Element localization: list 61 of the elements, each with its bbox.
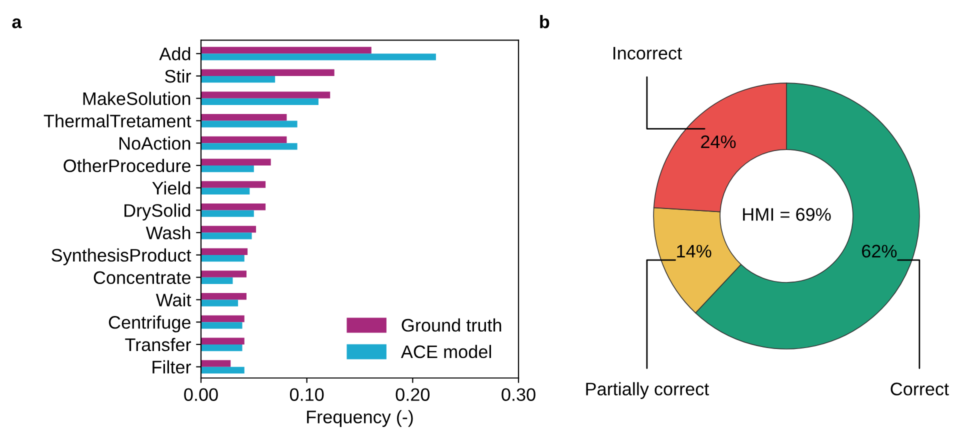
bar: [200, 54, 436, 60]
legend-label: Ground truth: [402, 318, 502, 332]
y-tick-label: Filter: [152, 360, 191, 374]
bar: [200, 143, 298, 150]
y-tick-label: Yield: [152, 181, 190, 195]
bar: [200, 300, 238, 306]
text: HMI = 69%: [743, 208, 831, 221]
data-label: 14%: [677, 244, 712, 258]
y-tick-label: DrySolid: [124, 204, 190, 220]
bar: [200, 92, 330, 98]
bar: [200, 360, 231, 367]
bar: [200, 210, 254, 217]
x-tick-label: 0.30: [502, 388, 536, 401]
x-tick-label: 0.00: [184, 388, 218, 401]
y-tick-label: Stir: [165, 69, 191, 83]
bar: [200, 114, 287, 121]
y-tick-label: Wait: [156, 293, 192, 306]
y-tick-label: SynthesisProduct: [52, 248, 192, 266]
bar: [200, 366, 244, 374]
bar: [200, 46, 372, 54]
y-tick-label: Transfer: [125, 338, 191, 352]
bar: [200, 226, 256, 233]
bar: [200, 76, 276, 83]
x-tick-label: 0.20: [396, 388, 430, 401]
y-tick-label: OtherProcedure: [64, 158, 190, 172]
bar: [200, 165, 254, 172]
bar: [200, 322, 242, 329]
bar: [200, 254, 244, 262]
y-tick-label: Centrifuge: [108, 316, 190, 332]
bar: [200, 98, 318, 106]
bar: [200, 277, 233, 284]
x-axis-title: Frequency (-): [307, 410, 413, 427]
bar: [200, 232, 252, 240]
bar: [200, 69, 334, 76]
bar: [200, 188, 250, 195]
bar: [200, 248, 248, 255]
bar: [200, 136, 287, 144]
text: b: [540, 14, 550, 28]
bar: [200, 270, 247, 278]
slice-label: Incorrect: [613, 46, 682, 60]
data-label: 62%: [862, 244, 897, 258]
bar: [200, 181, 266, 188]
bar: [200, 315, 244, 322]
y-tick-label: MakeSolution: [83, 92, 190, 106]
slice-label: Partially correct: [586, 382, 710, 399]
bar: [200, 203, 266, 210]
bar: [200, 292, 247, 300]
y-tick-label: ThermalTretament: [44, 114, 192, 128]
y-tick-label: Wash: [146, 226, 190, 240]
legend-label: ACE model: [400, 344, 492, 358]
x-tick-label: 0.10: [290, 388, 324, 401]
bar: [200, 338, 244, 344]
bar: [200, 344, 242, 352]
data-label: 24%: [701, 135, 736, 148]
slice-label: Correct: [890, 382, 949, 396]
y-tick-label: Add: [159, 47, 190, 60]
bar: [200, 158, 271, 166]
text: a: [12, 18, 22, 28]
y-tick-label: NoAction: [119, 136, 190, 150]
bar: [200, 120, 298, 128]
y-tick-label: Concentrate: [94, 271, 190, 284]
